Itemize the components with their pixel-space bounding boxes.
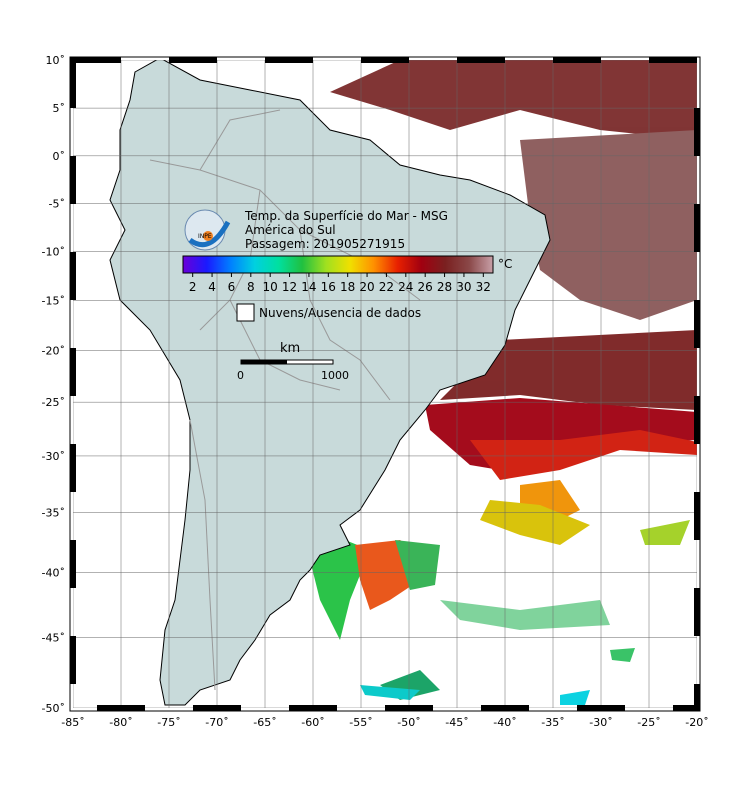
y-tick-label: -45˚ <box>42 631 65 644</box>
y-tick-label: -40˚ <box>42 567 65 580</box>
colorbar-tick-label: 8 <box>247 280 255 294</box>
colorbar <box>182 255 494 274</box>
colorbar-tick-label: 16 <box>321 280 336 294</box>
logo-text: INPE <box>198 233 212 240</box>
colorbar-tick-label: 28 <box>437 280 452 294</box>
colorbar-tick-label: 4 <box>208 280 216 294</box>
y-tick-label: -10˚ <box>42 246 65 259</box>
x-tick-label: -40˚ <box>493 716 516 729</box>
title-line: América do Sul <box>245 223 336 237</box>
title-line: Temp. da Superfície do Mar - MSG <box>244 209 448 223</box>
x-tick-label: -70˚ <box>205 716 228 729</box>
y-tick-label: 0˚ <box>53 150 66 163</box>
scale-unit: km <box>280 341 300 356</box>
title-line: Passagem: 201905271915 <box>245 237 405 251</box>
colorbar-unit: °C <box>498 257 512 271</box>
x-tick-label: -20˚ <box>685 716 708 729</box>
frame-border <box>70 57 700 711</box>
colorbar-tick-label: 6 <box>228 280 236 294</box>
colorbar-tick-label: 20 <box>359 280 374 294</box>
y-tick-label: -30˚ <box>42 450 65 463</box>
scale-bar-segment <box>241 360 287 364</box>
x-tick-label: -75˚ <box>157 716 180 729</box>
colorbar-tick-label: 12 <box>282 280 297 294</box>
map-area <box>73 60 697 708</box>
x-tick-label: -45˚ <box>445 716 468 729</box>
y-tick-label: 10˚ <box>46 54 66 67</box>
colorbar-tick-label: 10 <box>263 280 278 294</box>
legend-text: Nuvens/Ausencia de dados <box>259 306 421 320</box>
y-tick-label: -15˚ <box>42 295 65 308</box>
borders <box>149 109 421 691</box>
x-tick-label: -80˚ <box>109 716 132 729</box>
y-tick-label: -5˚ <box>49 198 65 211</box>
colorbar-tick-label: 14 <box>301 280 316 294</box>
logo: INPE <box>184 209 231 251</box>
x-tick-label: -65˚ <box>253 716 276 729</box>
colorbar-tick-label: 24 <box>398 280 413 294</box>
colorbar-tick-label: 32 <box>476 280 491 294</box>
colorbar-tick-label: 26 <box>418 280 433 294</box>
sst-field <box>310 60 697 705</box>
colorbar-tick-label: 2 <box>189 280 197 294</box>
legend-swatch <box>236 303 255 322</box>
colorbar-tick-label: 30 <box>456 280 471 294</box>
scale-label: 0 <box>237 369 244 382</box>
frame <box>69 56 701 712</box>
x-tick-label: -25˚ <box>637 716 660 729</box>
x-tick-label: -85˚ <box>61 716 84 729</box>
colorbar-tick-label: 18 <box>340 280 355 294</box>
x-tick-label: -50˚ <box>397 716 420 729</box>
y-tick-label: -25˚ <box>42 396 65 409</box>
x-tick-label: -30˚ <box>589 716 612 729</box>
scale-label: 1000 <box>321 369 349 382</box>
x-tick-label: -60˚ <box>301 716 324 729</box>
y-tick-label: -35˚ <box>42 506 65 519</box>
colorbar-tick-label: 22 <box>379 280 394 294</box>
y-tick-label: 5˚ <box>53 102 66 115</box>
x-tick-label: -55˚ <box>349 716 372 729</box>
y-tick-label: -50˚ <box>42 702 65 715</box>
x-tick-label: -35˚ <box>541 716 564 729</box>
y-tick-label: -20˚ <box>42 345 65 358</box>
